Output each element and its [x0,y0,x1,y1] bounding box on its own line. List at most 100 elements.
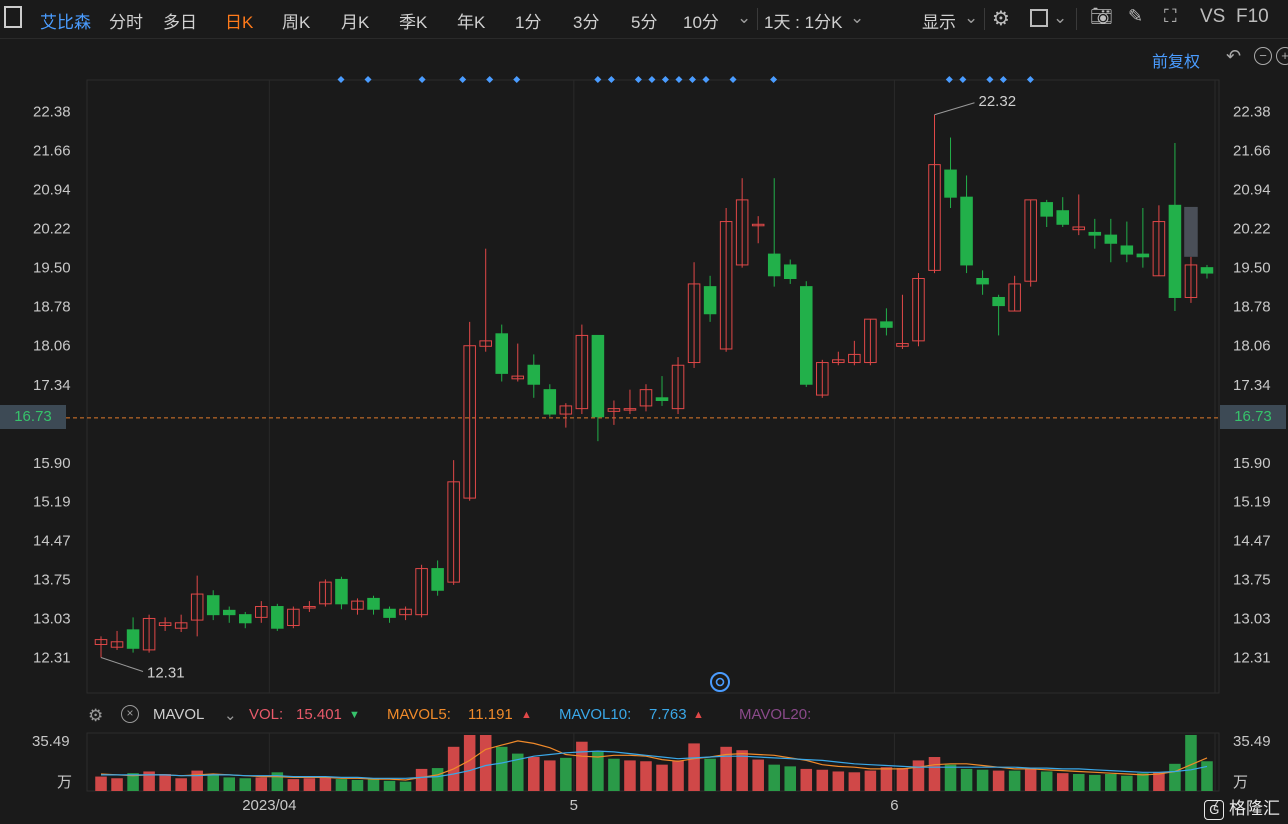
price-pane-frame [86,79,1220,694]
volume-bar [1105,774,1117,791]
volume-bar [720,746,732,791]
tab-3min[interactable]: 3分 [573,13,600,32]
mavol10-line [101,750,1208,779]
event-marker-icon [607,76,615,83]
candle-body [832,359,845,364]
event-marker-icon [770,76,778,83]
camera-icon[interactable]: 📷︎ [1090,6,1113,26]
fullscreen-icon[interactable]: ⛶ [1164,6,1177,26]
candle-body [431,568,444,591]
candle-body [1120,245,1134,255]
volume-bar [175,778,187,791]
volume-bar [255,777,268,791]
zoom-out-icon[interactable]: − [1254,47,1272,65]
event-marker-icon [486,76,494,83]
y-tick-label-left: 15.19 [33,493,71,510]
volume-bar [1185,735,1197,791]
y-tick-label-left: 20.94 [33,182,71,199]
candle-body [447,481,460,583]
kline-chart[interactable]: 2023/04 5 6 7 22.38 22.38 21.66 21.66 20.94 20.94… [0,38,1288,824]
y-tick-label-right: 20.94 [1233,182,1271,199]
gear-icon[interactable]: ⚙ [992,8,1010,30]
y-tick-label-right: 22.38 [1233,104,1271,121]
undo-icon[interactable]: ↶ [1226,46,1242,66]
volume-bar [479,735,492,791]
candle-body [479,340,492,347]
event-marker-icon [661,76,669,83]
tab-daily-k[interactable]: 日K [225,13,254,32]
candle-body [880,321,893,328]
volume-bar [672,760,684,791]
range-select[interactable]: 1天 : 1分K [764,13,843,32]
pencil-icon[interactable]: ✎ [1128,6,1144,26]
candle-body [190,593,204,621]
x-tick-label: 5 [570,797,578,814]
range-chevron-icon[interactable]: ⌄ [850,8,865,27]
y-tick-label-right: 18.06 [1233,338,1271,355]
display-menu[interactable]: 显示 [922,13,956,32]
tab-yearly-k[interactable]: 年K [457,13,486,32]
indicator-name[interactable]: MAVOL [153,706,205,723]
layout-chevron-icon[interactable]: ⌄ [1053,8,1068,27]
volume-bar [463,735,476,791]
candle-body [960,196,973,266]
layout-square-icon[interactable] [1030,9,1048,27]
tab-fenshi[interactable]: 分时 [109,13,143,32]
stock-name[interactable]: 艾比森 [40,13,91,32]
volume-bar [864,770,877,791]
volume-bar [880,767,893,791]
mavol5-up-arrow-icon: ▲ [521,709,532,721]
candle-body [110,641,124,648]
volume-pane-frame [86,732,1220,792]
tab-10min[interactable]: 10分 [683,13,719,32]
y-tick-label-left: 21.66 [33,143,71,160]
tab-monthly-k[interactable]: 月K [341,13,370,32]
tab-1min[interactable]: 1分 [515,13,542,32]
volume-bar [1056,773,1069,791]
candle-body [255,606,268,618]
volume-bar [944,764,957,791]
vol-unit-label-left: 万 [57,774,73,791]
vol-label: VOL: [249,706,284,723]
f10-button[interactable]: F10 [1236,6,1269,27]
candle-body [1136,253,1150,258]
candle-body [735,199,749,266]
volume-bar [191,770,203,791]
mavol5-value: 11.191 [468,706,513,723]
tab-5min[interactable]: 5分 [631,13,658,32]
divider [757,8,758,30]
event-marker-icon [702,76,710,83]
tab-duori[interactable]: 多日 [163,13,197,32]
candle-body [623,408,637,411]
volume-bar [159,774,171,791]
adjust-mode-button[interactable]: 前复权 [1152,54,1201,71]
candle-body [1088,231,1102,236]
event-marker-icon [594,76,602,83]
high-annotation: 22.32 [979,93,1017,110]
display-chevron-icon[interactable]: ⌄ [964,8,979,27]
zoom-in-icon[interactable]: + [1276,47,1288,65]
sidebar-toggle-icon[interactable] [4,6,22,28]
volume-bar [1153,772,1165,791]
candle-body [687,283,701,364]
indicator-chevron-icon[interactable]: ⌄ [224,707,237,724]
volume-bar [848,772,861,791]
period-more-chevron-icon[interactable]: ⌄ [737,8,752,27]
vs-button[interactable]: VS [1200,6,1226,27]
tab-quarterly-k[interactable]: 季K [399,13,428,32]
indicator-close-icon[interactable]: × [121,705,139,723]
candle-body [527,364,541,385]
logo-g-icon: G [1204,800,1225,820]
candle-body [992,296,1005,307]
volume-bar [1008,770,1021,791]
y-tick-label-left: 20.22 [33,221,71,238]
y-tick-label-right: 15.90 [1233,455,1271,472]
brand-logo: G 格隆汇 [1204,794,1280,820]
tab-weekly-k[interactable]: 周K [282,13,311,32]
volume-bar [832,771,845,791]
indicator-settings-gear-icon[interactable]: ⚙ [88,706,104,725]
watermark-at-icon [710,672,730,692]
volume-bar [1201,761,1213,791]
volume-bar [415,768,428,791]
volume-bar [816,769,829,791]
